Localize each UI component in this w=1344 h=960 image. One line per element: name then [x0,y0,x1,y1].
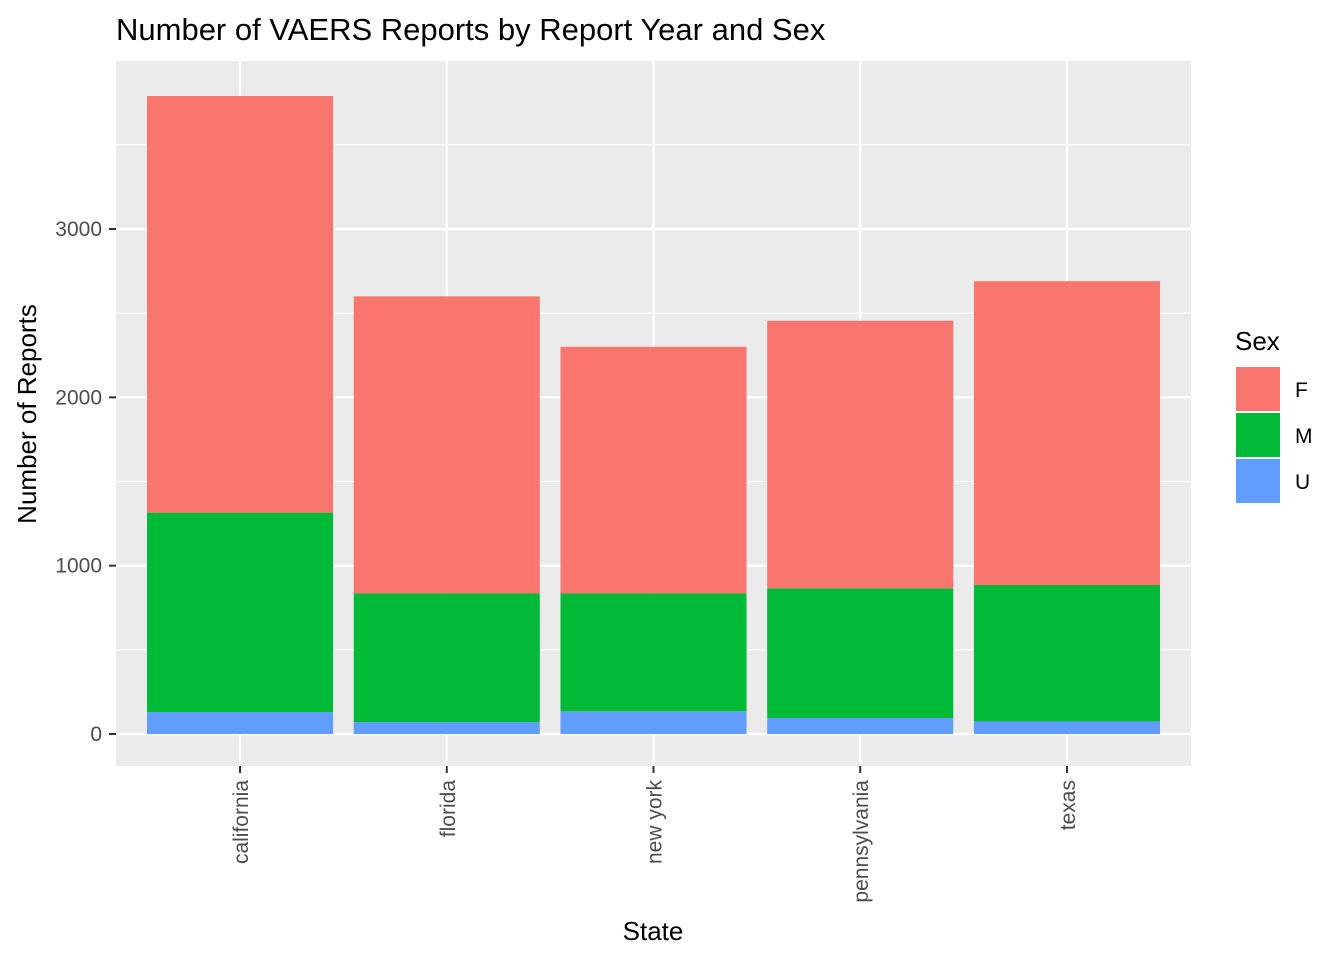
bar-texas-M [973,585,1160,722]
bar-texas-U [973,721,1160,734]
bar-california-F [147,96,334,513]
bar-new-york-U [560,711,747,734]
legend-items: FMU [1236,367,1313,503]
bar-texas-F [973,281,1160,586]
legend-label-F: F [1295,379,1308,402]
bar-pennsylvania-U [767,718,954,734]
x-tick-label-florida: florida [437,780,460,838]
bar-florida-F [353,296,540,594]
bar-new-york-F [560,346,747,594]
legend-title: Sex [1235,326,1280,356]
legend-label-U: U [1295,471,1310,494]
y-axis: 0 1000 2000 3000 [55,218,116,746]
y-tick-label: 2000 [55,386,102,409]
legend-key-M [1236,413,1280,457]
x-tick-label-pennsylvania: pennsylvania [850,780,873,903]
y-axis-title: Number of Reports [12,304,42,524]
y-tick-label: 3000 [55,218,102,241]
bar-pennsylvania-F [767,320,954,589]
legend-key-F [1236,367,1280,411]
x-axis: california florida new york pennsylvania tex… [230,766,1080,903]
x-axis-title: State [623,916,684,946]
bars [147,96,1160,734]
bar-florida-M [353,593,540,723]
x-tick-label-new-york: new york [644,780,667,865]
bar-new-york-M [560,593,747,712]
legend: Sex FMU [1235,326,1313,503]
bar-california-M [147,512,334,713]
chart-title: Number of VAERS Reports by Report Year a… [116,12,826,47]
y-tick-label: 1000 [55,555,102,578]
bar-pennsylvania-M [767,588,954,719]
legend-key-U [1236,459,1280,503]
x-tick-label-california: california [230,780,253,864]
bar-florida-U [353,722,540,734]
x-tick-label-texas: texas [1057,780,1080,830]
legend-label-M: M [1295,425,1313,448]
bar-california-U [147,712,334,734]
y-tick-label: 0 [90,723,102,746]
